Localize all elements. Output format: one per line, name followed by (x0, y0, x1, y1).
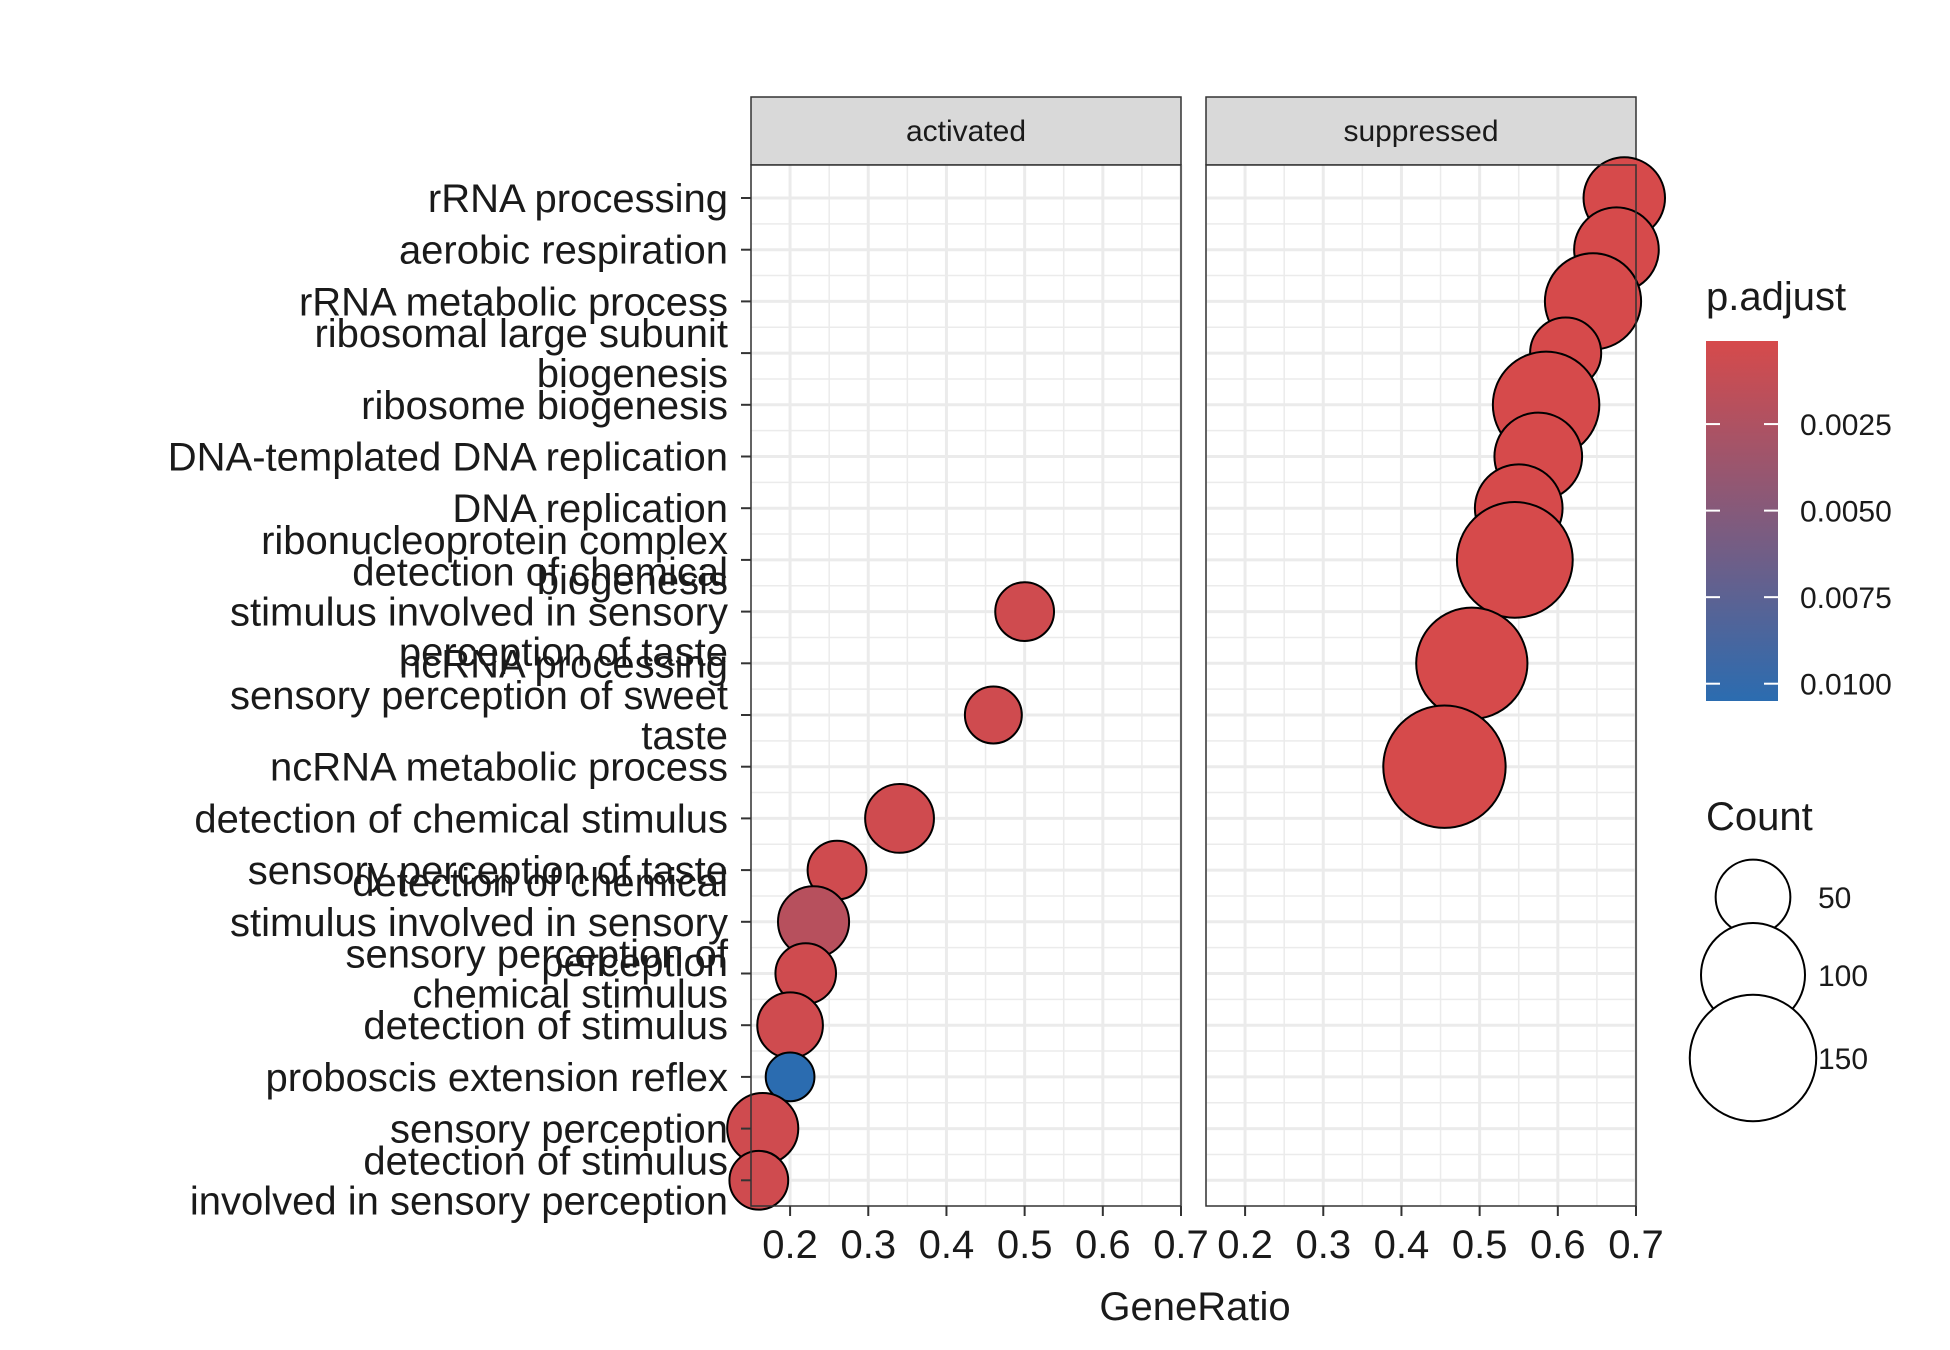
legend: p.adjust 0.0025 0.0050 0.0075 0.0100 Count 50 1… (1688, 275, 1892, 1123)
x-axis-title: GeneRatio (1099, 1285, 1290, 1329)
y-tick-label: ribosome biogenesis (361, 384, 728, 428)
x-tick-label: 0.2 (1217, 1223, 1273, 1267)
x-tick-label: 0.4 (1374, 1223, 1430, 1267)
y-tick-label: proboscis extension reflex (266, 1056, 728, 1100)
data-point (994, 581, 1056, 642)
y-tick-label: rRNA processing (428, 177, 728, 221)
y-axis-labels: rRNA processing aerobic respiration rRNA m… (168, 177, 751, 1223)
panel-background (751, 165, 1181, 1206)
color-bar-label: 0.0050 (1800, 496, 1892, 529)
x-tick-label: 0.3 (1295, 1223, 1351, 1267)
y-tick-label: DNA-templated DNA replication (168, 436, 728, 480)
color-bar-label: 0.0075 (1800, 582, 1892, 615)
y-tick-label: detection of stimulus involved in sensory… (190, 1139, 728, 1223)
y-tick-label: sensory perception of taste (248, 849, 728, 893)
x-tick-label: 0.6 (1530, 1223, 1586, 1267)
color-bar-label: 0.0025 (1800, 409, 1892, 442)
y-tick-label: ncRNA metabolic process (270, 746, 728, 790)
y-tick-label: sensory perception of sweet taste (230, 674, 728, 758)
y-tick-label: detection of chemical stimulus involved i… (230, 861, 728, 985)
data-point (1382, 704, 1507, 829)
y-tick-label: ribonucleoprotein complex biogenesis (261, 519, 728, 603)
data-point (728, 1149, 790, 1211)
size-legend-label: 100 (1818, 960, 1868, 993)
facet-panel-activated: activated 0.2 0.3 0.4 0.5 0.6 0.7 (726, 96, 1209, 1267)
facet-panels: activated 0.2 0.3 0.4 0.5 0.6 0.7 suppressed 0.2… (726, 96, 1667, 1267)
x-tick-label: 0.3 (840, 1223, 896, 1267)
legend-color-title: p.adjust (1706, 275, 1846, 319)
data-point (1455, 500, 1574, 619)
color-bar-label: 0.0100 (1800, 669, 1892, 702)
y-tick-label: ribosomal large subunit biogenesis (314, 312, 728, 396)
panel-border (750, 164, 1182, 1207)
y-tick-label: rRNA metabolic process (299, 280, 728, 324)
y-tick-label: detection of chemical stimulus involved i… (230, 551, 728, 675)
size-legend-circle (1688, 993, 1818, 1123)
x-tick-label: 0.2 (762, 1223, 818, 1267)
facet-strip-label: suppressed (1343, 115, 1498, 148)
x-tick-label: 0.5 (997, 1223, 1053, 1267)
data-point (1415, 606, 1529, 720)
data-point (756, 991, 824, 1060)
y-tick-label: DNA replication (452, 487, 728, 531)
size-legend-label: 50 (1818, 882, 1851, 915)
y-tick-label: detection of chemical stimulus (194, 797, 728, 841)
y-tick-label: aerobic respiration (399, 229, 728, 273)
x-tick-label: 0.7 (1153, 1223, 1209, 1267)
data-point (864, 782, 935, 854)
facet-strip (750, 96, 1182, 166)
color-bar (1706, 341, 1778, 701)
facet-strip-label: activated (906, 115, 1026, 148)
data-point (963, 685, 1023, 745)
x-tick-label: 0.5 (1452, 1223, 1508, 1267)
x-tick-label: 0.4 (919, 1223, 975, 1267)
y-tick-label: ncRNA processing (399, 642, 728, 686)
x-tick-label: 0.7 (1608, 1223, 1664, 1267)
legend-size-title: Count (1706, 795, 1813, 839)
facet-strip (1205, 96, 1637, 166)
facet-panel-suppressed: suppressed 0.2 0.3 0.4 0.5 0.6 0.7 (1205, 96, 1667, 1267)
y-tick-label: sensory perception of chemical stimulus (346, 933, 729, 1017)
size-legend-label: 150 (1818, 1043, 1868, 1076)
y-tick-label: sensory perception (390, 1108, 728, 1152)
data-point (764, 1051, 816, 1103)
x-tick-label: 0.6 (1075, 1223, 1131, 1267)
y-tick-label: detection of stimulus (363, 1004, 728, 1048)
panel-border (1205, 164, 1637, 1207)
